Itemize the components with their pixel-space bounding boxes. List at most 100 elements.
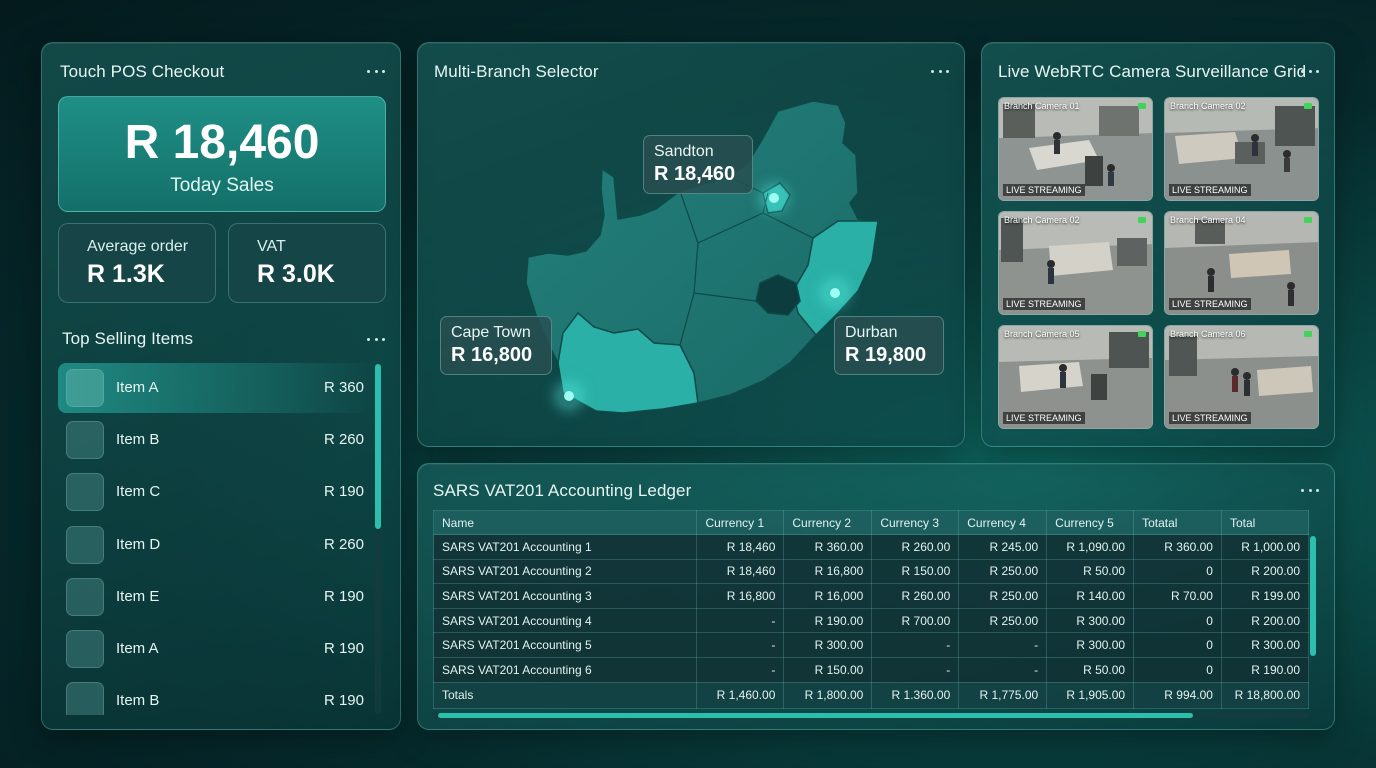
today-sales-value: R 18,460 [124,116,320,169]
list-scrollbar-track[interactable] [375,364,381,714]
table-cell: SARS VAT201 Accounting 4 [432,607,698,634]
table-cell: R 260.00 [871,534,960,560]
column-header[interactable]: Name [432,510,698,535]
province-borders [679,176,814,346]
list-scrollbar-thumb[interactable] [375,364,381,529]
table-row[interactable]: SARS VAT201 Accounting 6 - R 150.00 - - … [432,656,1310,683]
column-header[interactable]: Currency 2 [783,510,873,535]
item-thumbnail [66,578,104,616]
kwazulu-natal-region[interactable] [792,220,879,337]
camera-feed[interactable]: Branch Camera 02 LIVE STREAMING [1164,97,1319,201]
table-row[interactable]: SARS VAT201 Accounting 1 R 18,460 R 360.… [432,534,1310,560]
vat-value: R 3.0K [257,260,335,288]
table-cell: 0 [1133,656,1222,683]
item-price: R 360 [323,379,364,396]
durban-pin[interactable] [825,283,845,303]
table-row[interactable]: SARS VAT201 Accounting 4 - R 190.00 R 70… [432,607,1310,634]
top-selling-list: Item A R 360 Item B R 260 Item C R 190 I… [58,363,376,715]
camera-feed[interactable]: Branch Camera 05 LIVE STREAMING [998,325,1153,429]
column-header[interactable]: Currency 5 [1046,510,1135,535]
list-item[interactable]: Item A R 190 [58,624,376,674]
cape-town-callout[interactable]: Cape Town R 16,800 [440,316,552,375]
item-name: Item A [116,640,159,657]
table-cell: R 250.00 [958,607,1048,634]
western-cape-region[interactable] [557,311,699,414]
column-header[interactable]: Currency 3 [871,510,960,535]
panel-title: Live WebRTC Camera Surveillance Grid [998,62,1307,81]
branch-sales: R 19,800 [845,344,927,366]
totals-cell: R 1,905.00 [1046,681,1135,709]
vat-ledger-panel: SARS VAT201 Accounting Ledger Name Curre… [417,463,1335,730]
more-options-icon[interactable] [1301,487,1319,493]
camera-feed[interactable]: Branch Camera 02 LIVE STREAMING [998,211,1153,315]
table-cell: - [958,632,1048,658]
more-options-icon[interactable] [367,336,385,342]
camera-feed[interactable]: Branch Camera 01 LIVE STREAMING [998,97,1153,201]
table-cell: - [696,656,785,683]
table-cell: R 50.00 [1046,656,1135,683]
table-row[interactable]: SARS VAT201 Accounting 2 R 18,460 R 16,8… [432,558,1310,585]
item-thumbnail [66,630,104,668]
list-item[interactable]: Item B R 190 [58,676,376,715]
list-item[interactable]: Item E R 190 [58,572,376,622]
totals-cell: R 18,800.00 [1220,681,1310,709]
item-thumbnail [66,421,104,459]
item-name: Item B [116,692,160,709]
table-horizontal-scrollbar-thumb[interactable] [438,713,1193,718]
table-cell: R 18,460 [696,534,785,560]
table-cell: R 245.00 [958,534,1048,560]
camera-image [999,98,1152,200]
column-header[interactable]: Currency 1 [696,510,785,535]
camera-name: Branch Camera 01 [1004,101,1080,111]
item-price: R 260 [323,431,364,448]
table-row[interactable]: SARS VAT201 Accounting 3 R 16,800 R 16,0… [432,583,1310,609]
table-row[interactable]: SARS VAT201 Accounting 5 - R 300.00 - - … [432,632,1310,658]
ledger-table: Name Currency 1 Currency 2 Currency 3 Cu… [432,510,1310,709]
list-item[interactable]: Item D R 260 [58,520,376,570]
cape-town-pin[interactable] [559,386,579,406]
south-africa-map[interactable] [418,43,966,448]
table-cell: R 360.00 [783,534,873,560]
column-header[interactable]: Currency 4 [958,510,1048,535]
item-price: R 190 [323,588,364,605]
today-sales-card: R 18,460 Today Sales [58,96,386,212]
list-item[interactable]: Item A R 360 [58,363,376,413]
totals-label: Totals [432,681,698,709]
durban-callout[interactable]: Durban R 19,800 [834,316,944,375]
branch-sales: R 16,800 [451,344,533,366]
table-cell: SARS VAT201 Accounting 3 [432,583,698,609]
sandton-callout[interactable]: Sandton R 18,460 [643,135,753,194]
camera-image [999,326,1152,428]
pos-checkout-panel: Touch POS Checkout R 18,460 Today Sales … [41,42,401,730]
camera-grid-panel: Live WebRTC Camera Surveillance Grid Bra… [981,42,1335,447]
item-price: R 260 [323,536,364,553]
camera-image [1165,98,1318,200]
table-cell: R 190.00 [1220,656,1310,683]
camera-feed[interactable]: Branch Camera 04 LIVE STREAMING [1164,211,1319,315]
lesotho-region [755,274,801,316]
column-header[interactable]: Total [1220,510,1310,535]
table-cell: R 140.00 [1046,583,1135,609]
recording-icon [1304,331,1312,337]
camera-name: Branch Camera 06 [1170,329,1246,339]
table-cell: 0 [1133,558,1222,585]
live-badge: LIVE STREAMING [1169,412,1251,424]
more-options-icon[interactable] [367,68,385,74]
table-cell: R 250.00 [958,558,1048,585]
vat-card: VAT R 3.0K [228,223,386,303]
table-vertical-scrollbar[interactable] [1310,536,1316,656]
table-cell: SARS VAT201 Accounting 5 [432,632,698,658]
totals-cell: R 994.00 [1133,681,1222,709]
list-item[interactable]: Item B R 260 [58,415,376,465]
column-header[interactable]: Totatal [1133,510,1222,535]
sandton-pin[interactable] [764,188,784,208]
more-options-icon[interactable] [931,68,949,74]
list-item[interactable]: Item C R 190 [58,467,376,517]
table-cell: R 250.00 [958,583,1048,609]
item-thumbnail [66,473,104,511]
table-cell: - [871,656,960,683]
item-thumbnail [66,369,104,407]
camera-feed[interactable]: Branch Camera 06 LIVE STREAMING [1164,325,1319,429]
branch-sales: R 18,460 [654,163,736,185]
more-options-icon[interactable] [1301,68,1319,74]
